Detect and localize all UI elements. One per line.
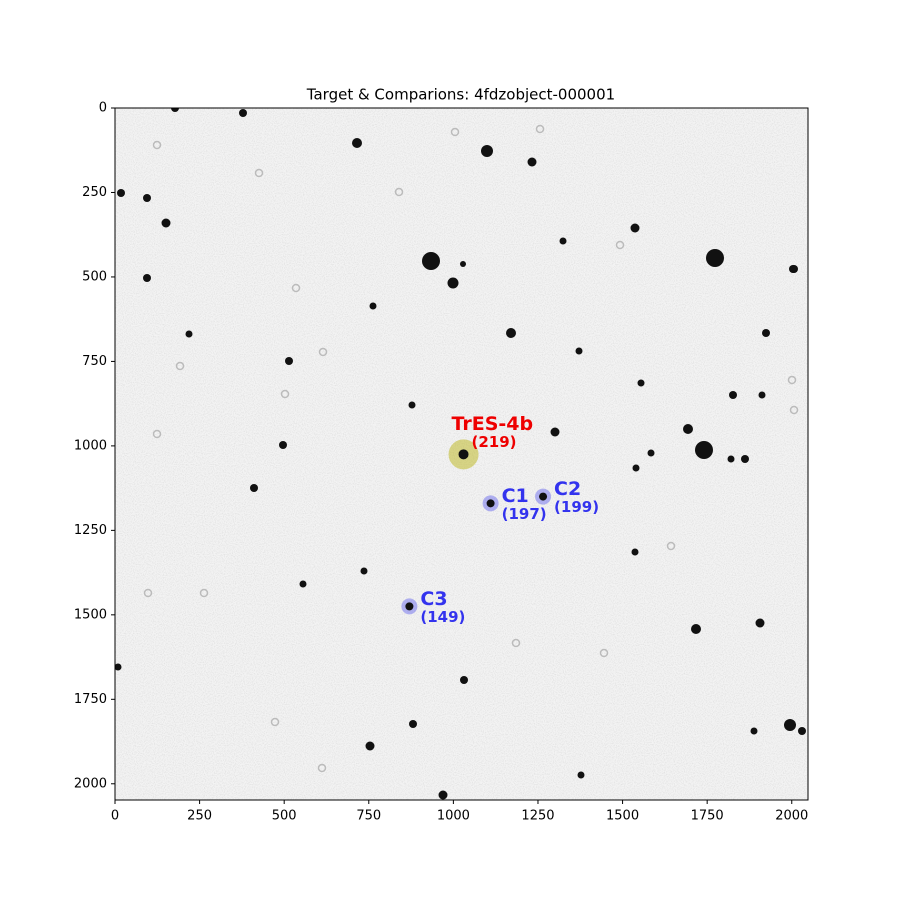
marker-sublabel: (219) xyxy=(472,433,517,451)
marker-sublabel: (197) xyxy=(502,505,547,523)
marker-core xyxy=(458,449,469,460)
marker-label: C3 xyxy=(420,588,447,610)
marker-label: TrES-4b xyxy=(452,413,534,435)
y-tick-label: 500 xyxy=(82,269,107,284)
marker-core xyxy=(486,499,495,508)
stars xyxy=(115,108,806,800)
y-tick-label: 0 xyxy=(99,101,107,116)
chart-title: Target & Comparions: 4fdzobject-000001 xyxy=(306,86,615,104)
x-tick-label: 250 xyxy=(187,809,212,824)
marker-sublabel: (149) xyxy=(420,608,465,626)
x-tick-label: 1750 xyxy=(691,809,724,824)
y-tick-label: 1250 xyxy=(74,523,107,538)
x-tick-label: 1250 xyxy=(521,809,554,824)
y-tick-label: 2000 xyxy=(74,776,107,791)
x-tick-label: 1500 xyxy=(606,809,639,824)
marker-core xyxy=(539,492,548,501)
y-tick-label: 1000 xyxy=(74,438,107,453)
x-tick-label: 1000 xyxy=(437,809,470,824)
x-tick-label: 750 xyxy=(356,809,381,824)
y-tick-label: 750 xyxy=(82,354,107,369)
plot-frame xyxy=(114,107,809,801)
y-tick-label: 1750 xyxy=(74,692,107,707)
marker-label: C1 xyxy=(502,485,529,507)
y-tick-label: 250 xyxy=(82,185,107,200)
x-tick-label: 2000 xyxy=(775,809,808,824)
marker-core xyxy=(405,602,414,611)
marker-sublabel: (199) xyxy=(554,498,599,516)
marker-label: C2 xyxy=(554,478,581,500)
x-tick-label: 500 xyxy=(272,809,297,824)
x-tick-label: 0 xyxy=(111,809,119,824)
y-tick-label: 1500 xyxy=(74,607,107,622)
